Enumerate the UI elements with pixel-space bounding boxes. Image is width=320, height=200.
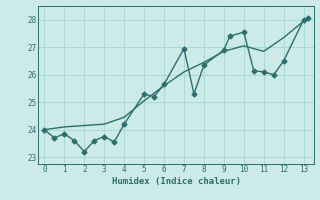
X-axis label: Humidex (Indice chaleur): Humidex (Indice chaleur): [111, 177, 241, 186]
